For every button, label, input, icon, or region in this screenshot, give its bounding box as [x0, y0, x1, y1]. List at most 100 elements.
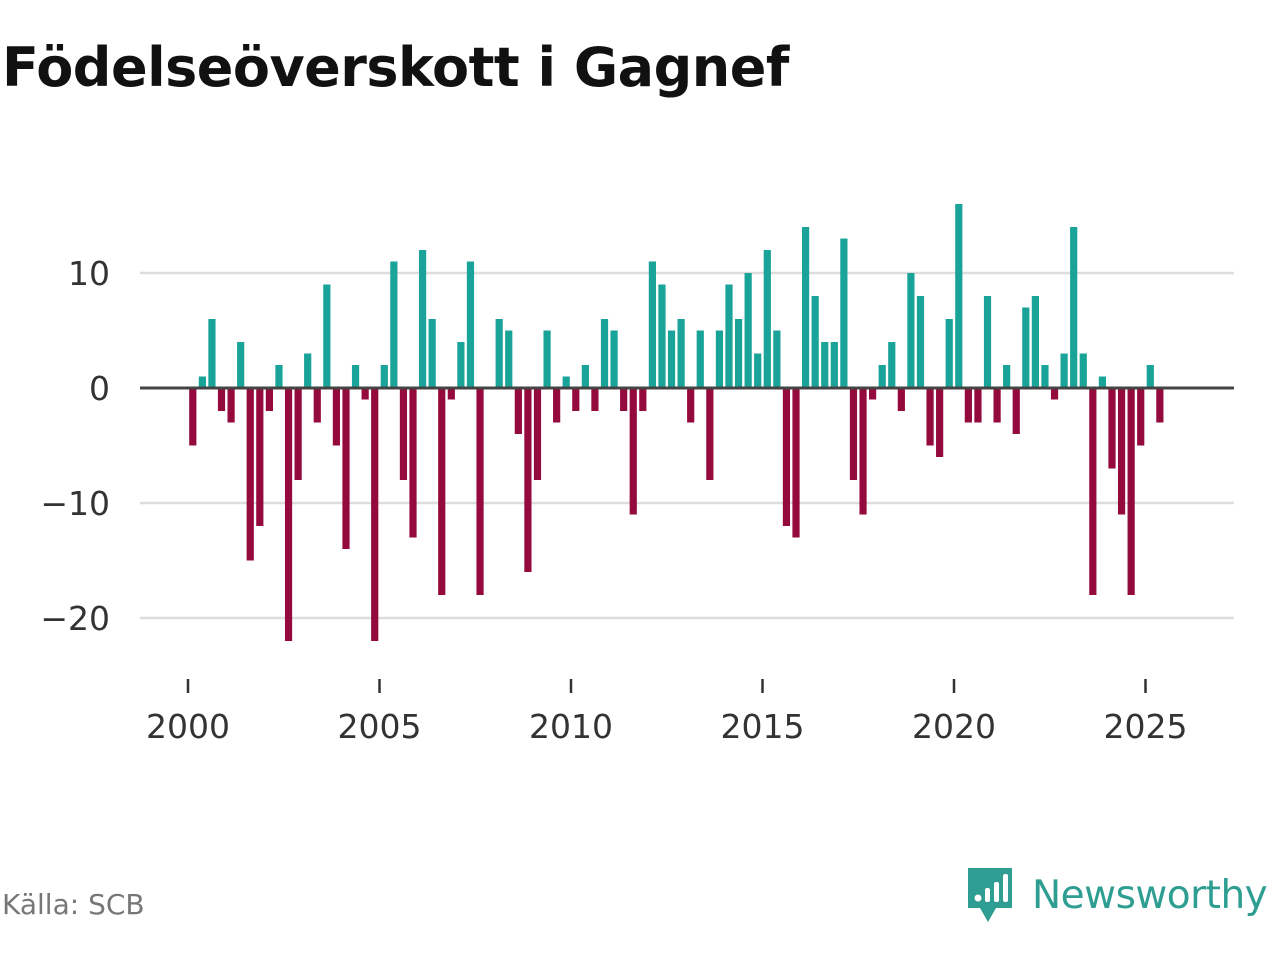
- bar: [390, 261, 398, 388]
- bar: [849, 388, 858, 480]
- bar: [553, 388, 561, 423]
- bar: [246, 388, 254, 561]
- bar: [304, 353, 312, 388]
- bar: [754, 353, 762, 388]
- bar: [811, 296, 819, 388]
- bar: [495, 319, 503, 388]
- bar: [725, 284, 733, 388]
- bar: [380, 365, 388, 388]
- bar: [945, 319, 953, 388]
- x-tick-label: 2000: [146, 707, 230, 746]
- bar: [265, 388, 273, 411]
- bar: [428, 319, 436, 388]
- bar: [198, 376, 206, 388]
- bar: [859, 388, 867, 515]
- bar: [342, 388, 350, 549]
- bar: [572, 388, 580, 411]
- bar: [600, 319, 609, 388]
- bar: [888, 342, 896, 388]
- bar: [543, 330, 551, 388]
- bar: [696, 330, 704, 388]
- bar: [1060, 353, 1068, 388]
- bar: [1117, 388, 1126, 515]
- bar: [284, 388, 293, 641]
- bar: [763, 250, 771, 388]
- bar: [869, 388, 877, 400]
- bar: [1041, 365, 1049, 388]
- x-axis: 2000 2005 2010 2015 2020 2025: [146, 679, 1187, 746]
- y-tick-label: 10: [68, 254, 110, 293]
- bar: [1079, 353, 1087, 388]
- brand-name: Newsworthy: [1032, 872, 1268, 918]
- bar: [323, 284, 331, 388]
- bar: [438, 388, 446, 595]
- bar: [591, 388, 599, 411]
- bar: [371, 388, 379, 641]
- bar: [476, 388, 484, 595]
- bar: [907, 273, 915, 388]
- bar: [936, 388, 944, 457]
- bar: [667, 330, 676, 388]
- bar: [715, 330, 724, 388]
- bar: [418, 250, 427, 388]
- bar: [983, 296, 992, 388]
- gridlines: [140, 271, 1234, 620]
- source-label: Källa: SCB: [2, 888, 145, 921]
- newsworthy-logo-icon: [968, 868, 1012, 922]
- bar: [275, 365, 283, 388]
- bar: [409, 388, 417, 538]
- bar: [361, 388, 369, 400]
- bar: [466, 261, 475, 388]
- bar: [821, 342, 829, 388]
- bar: [399, 388, 408, 480]
- x-tick-label: 2005: [338, 707, 422, 746]
- bar: [351, 365, 360, 388]
- bar: [447, 388, 455, 400]
- bar: [313, 388, 321, 423]
- bar: [1050, 388, 1059, 400]
- bar: [227, 388, 235, 423]
- bar: [256, 388, 264, 526]
- bar: [1146, 365, 1154, 388]
- bar: [1022, 307, 1030, 388]
- bar: [926, 388, 934, 446]
- x-tick-label: 2025: [1104, 707, 1188, 746]
- bar: [677, 319, 685, 388]
- bar: [533, 388, 542, 480]
- bar: [189, 388, 197, 446]
- bar: [1031, 296, 1039, 388]
- bar: [294, 388, 302, 480]
- bar: [1089, 388, 1097, 595]
- bar: [792, 388, 800, 538]
- bar: [1156, 388, 1164, 423]
- bar: [773, 330, 781, 388]
- bar: [620, 388, 628, 411]
- bar: [840, 238, 848, 388]
- bar: [1003, 365, 1011, 388]
- bar: [782, 388, 791, 526]
- bar: [916, 296, 925, 388]
- bar: [734, 319, 743, 388]
- bar: [801, 227, 810, 388]
- y-tick-label: 0: [89, 369, 110, 408]
- bar: [629, 388, 637, 515]
- bar: [1012, 388, 1020, 434]
- bar: [581, 365, 589, 388]
- x-tick-label: 2010: [529, 707, 613, 746]
- bar: [687, 388, 695, 423]
- bar: [639, 388, 647, 411]
- bar: [610, 330, 618, 388]
- bar: [562, 376, 570, 388]
- bar: [514, 388, 522, 434]
- bar: [964, 388, 972, 423]
- bar: [208, 319, 216, 388]
- brand-logo[interactable]: Newsworthy: [964, 864, 1268, 926]
- bar: [505, 330, 513, 388]
- y-axis: 10 0 −10 −20: [40, 254, 110, 638]
- bar: [648, 261, 656, 388]
- bar: [1108, 388, 1116, 469]
- y-tick-label: −20: [40, 599, 110, 638]
- bar: [1098, 376, 1107, 388]
- bar: [524, 388, 532, 572]
- bar: [332, 388, 341, 446]
